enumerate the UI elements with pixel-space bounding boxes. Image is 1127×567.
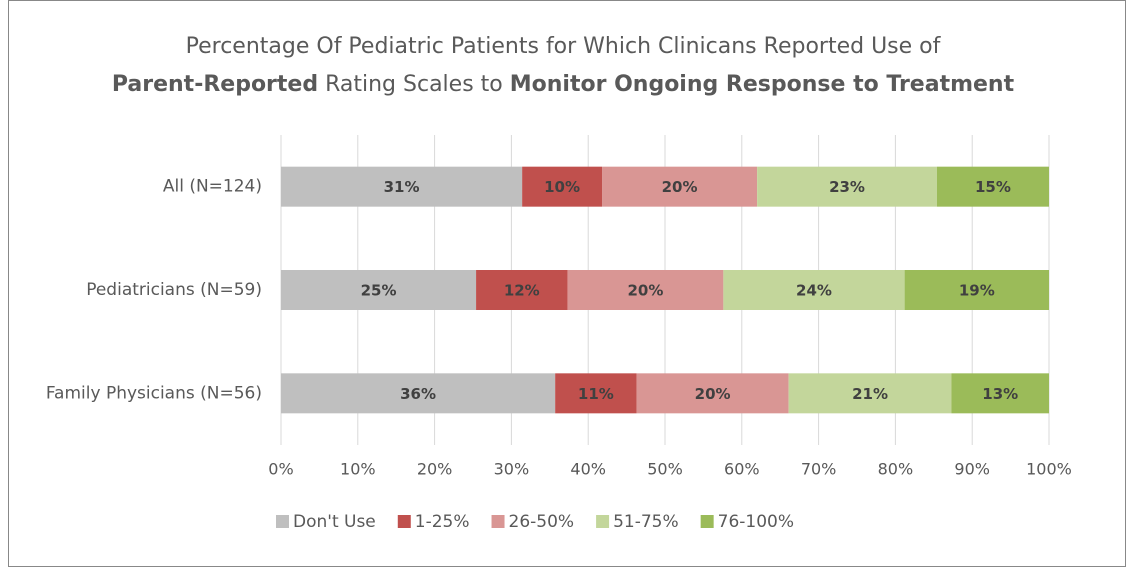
bar-segment: [522, 166, 603, 207]
bar-segment: [281, 373, 556, 414]
data-label: 20%: [627, 282, 663, 300]
title-segment: Percentage Of Pediatric Patients for Whi…: [186, 34, 942, 59]
x-tick-label: 30%: [494, 460, 530, 479]
bar-segment: [476, 270, 568, 310]
bar-segment: [281, 166, 523, 207]
data-label: 10%: [544, 178, 580, 196]
bar-segment: [788, 373, 952, 414]
data-label: 23%: [829, 178, 865, 196]
title-segment: Rating Scales to: [318, 72, 510, 97]
legend-label: 76-100%: [718, 512, 794, 532]
data-label: 20%: [695, 385, 731, 403]
legend-label: 26-50%: [509, 512, 575, 532]
x-tick-label: 80%: [878, 460, 914, 479]
bar-segment: [636, 373, 789, 414]
data-label: 21%: [852, 385, 888, 403]
data-label: 15%: [975, 178, 1011, 196]
data-label: 36%: [400, 385, 436, 403]
y-tick-label: All (N=124): [163, 177, 262, 197]
data-label: 19%: [959, 282, 995, 300]
data-label: 25%: [361, 282, 397, 300]
bar-segment: [281, 270, 477, 310]
bar-segment: [951, 373, 1049, 414]
bar-segment: [936, 166, 1049, 207]
x-tick-label: 90%: [954, 460, 990, 479]
x-tick-label: 70%: [801, 460, 837, 479]
chart-title: Parent-Reported Rating Scales to Monitor…: [112, 72, 1015, 97]
data-label: 31%: [384, 178, 420, 196]
legend-label: Don't Use: [293, 512, 376, 532]
x-tick-label: 20%: [417, 460, 453, 479]
y-tick-label: Pediatricians (N=59): [86, 280, 262, 300]
x-tick-label: 0%: [268, 460, 293, 479]
title-segment: Parent-Reported: [112, 72, 318, 97]
legend-swatch: [700, 515, 714, 528]
x-tick-label: 10%: [340, 460, 376, 479]
data-label: 13%: [982, 385, 1018, 403]
y-tick-label: Family Physicians (N=56): [46, 383, 262, 403]
data-label: 20%: [662, 178, 698, 196]
bar-segment: [602, 166, 758, 207]
data-label: 24%: [796, 282, 832, 300]
x-tick-label: 60%: [724, 460, 760, 479]
bar-segment: [757, 166, 937, 207]
legend-swatch: [276, 515, 289, 528]
bar-segment: [904, 270, 1049, 310]
title-segment: Monitor Ongoing Response to Treatment: [510, 72, 1015, 97]
x-tick-label: 50%: [647, 460, 683, 479]
legend-swatch: [596, 515, 610, 528]
bar-segment: [555, 373, 637, 414]
legend-swatch: [397, 515, 411, 528]
x-tick-label: 100%: [1026, 460, 1072, 479]
legend-swatch: [491, 515, 505, 528]
bar-segment: [723, 270, 905, 310]
chart-title: Percentage Of Pediatric Patients for Whi…: [186, 34, 942, 59]
data-label: 11%: [578, 385, 614, 403]
data-label: 12%: [504, 282, 540, 300]
bar-segment: [567, 270, 724, 310]
legend-label: 51-75%: [613, 512, 679, 532]
x-tick-label: 40%: [570, 460, 606, 479]
legend-label: 1-25%: [415, 512, 470, 532]
